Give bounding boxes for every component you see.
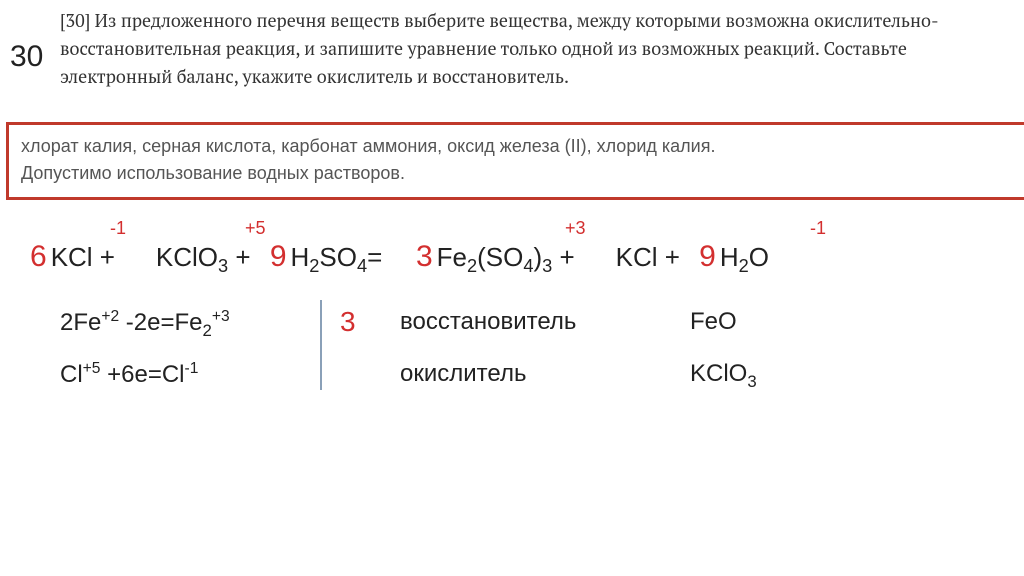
given-line-1: хлорат калия, серная кислота, карбонат а… bbox=[21, 133, 1021, 160]
t3c: SO bbox=[319, 242, 357, 272]
br2c: +6e=Cl bbox=[100, 361, 184, 388]
t2c: + bbox=[228, 242, 250, 272]
balance-multiplier: 3 bbox=[340, 306, 356, 338]
t6a: H bbox=[720, 242, 739, 272]
t4b: 2 bbox=[467, 256, 477, 276]
problem-body: Из предложенного перечня веществ выберит… bbox=[60, 9, 939, 89]
coef-3: 9 bbox=[270, 240, 287, 273]
t2b: 3 bbox=[218, 256, 228, 276]
t3b: 2 bbox=[309, 256, 319, 276]
br1b: +2 bbox=[101, 308, 119, 325]
coef-6: 9 bbox=[699, 240, 716, 273]
t2a: KClO bbox=[156, 242, 218, 272]
oxidizer-formula: KClO3 bbox=[690, 360, 757, 392]
reducer-label: восстановитель bbox=[400, 308, 576, 336]
br1a: 2Fe bbox=[60, 309, 101, 336]
t4c: (SO bbox=[477, 242, 523, 272]
coef-1: 6 bbox=[30, 240, 47, 273]
br2d: -1 bbox=[185, 360, 199, 377]
term-h2o: H2O bbox=[720, 242, 769, 272]
given-substances-box: хлорат калия, серная кислота, карбонат а… bbox=[6, 122, 1024, 200]
question-number: 30 bbox=[10, 40, 43, 74]
t4f: 3 bbox=[542, 256, 552, 276]
oxidizer-label: окислитель bbox=[400, 360, 526, 388]
t3a: H bbox=[291, 242, 310, 272]
ox-state-kclo3: +5 bbox=[245, 218, 266, 239]
given-line-2: Допустимо использование водных растворов… bbox=[21, 160, 1021, 187]
t3e: = bbox=[367, 242, 382, 272]
balance-separator bbox=[320, 300, 322, 390]
t4e: ) bbox=[533, 242, 542, 272]
t4a: Fe bbox=[437, 242, 467, 272]
balance-row-fe: 2Fe+2 -2e=Fe2+3 bbox=[60, 308, 230, 341]
problem-statement: [30] Из предложенного перечня веществ вы… bbox=[60, 8, 980, 92]
ox-state-fe: +3 bbox=[565, 218, 586, 239]
term-fe2so43: Fe2(SO4)3 + bbox=[437, 242, 575, 272]
term-kcl2: KCl + bbox=[616, 242, 680, 272]
ox-state-kcl: -1 bbox=[110, 218, 126, 239]
t6b: 2 bbox=[739, 256, 749, 276]
br2a: Cl bbox=[60, 361, 83, 388]
balance-row-cl: Cl+5 +6e=Cl-1 bbox=[60, 360, 198, 389]
chemical-equation: 6KCl + KClO3 + 9H2SO4= 3Fe2(SO4)3 + KCl … bbox=[30, 240, 781, 277]
ox-state-kcl2: -1 bbox=[810, 218, 826, 239]
term-kclo3: KClO3 + bbox=[156, 242, 251, 272]
br2b: +5 bbox=[83, 360, 101, 377]
coef-4: 3 bbox=[416, 240, 433, 273]
t6c: O bbox=[749, 242, 769, 272]
br1d: 2 bbox=[203, 321, 212, 340]
oxf-a: KClO bbox=[690, 360, 747, 387]
br1c: -2e=Fe bbox=[119, 309, 202, 336]
br1e: +3 bbox=[212, 308, 230, 325]
term-kcl: KCl + bbox=[51, 242, 115, 272]
term-h2so4: H2SO4= bbox=[291, 242, 383, 272]
reducer-formula: FeO bbox=[690, 308, 737, 336]
t4d: 4 bbox=[523, 256, 533, 276]
problem-prefix: [30] bbox=[60, 9, 95, 33]
oxf-b: 3 bbox=[747, 372, 756, 391]
t3d: 4 bbox=[357, 256, 367, 276]
t4g: + bbox=[552, 242, 574, 272]
